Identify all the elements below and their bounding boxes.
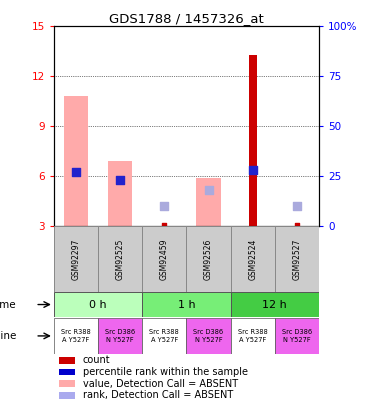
Bar [186,226,231,292]
Bar [186,318,231,354]
Text: GSM92459: GSM92459 [160,238,169,279]
Bar [231,292,319,317]
Text: Src R388
A Y527F: Src R388 A Y527F [150,329,179,343]
Point [161,203,167,209]
Text: GSM92527: GSM92527 [292,238,302,279]
Bar [196,178,221,226]
Point [250,167,256,173]
Bar [54,292,142,317]
Text: rank, Detection Call = ABSENT: rank, Detection Call = ABSENT [83,390,233,400]
Point [206,187,211,193]
Text: 12 h: 12 h [262,300,287,309]
Text: Src R388
A Y527F: Src R388 A Y527F [238,329,267,343]
Bar [108,161,132,226]
Text: count: count [83,355,111,365]
Text: GSM92524: GSM92524 [248,238,257,279]
Bar [231,226,275,292]
Bar [64,96,88,226]
Bar [275,226,319,292]
Point [117,177,123,183]
Text: GSM92297: GSM92297 [71,238,81,279]
Text: 0 h: 0 h [89,300,107,309]
Bar [231,318,275,354]
Text: value, Detection Call = ABSENT: value, Detection Call = ABSENT [83,379,238,388]
Bar [59,392,75,399]
Text: percentile rank within the sample: percentile rank within the sample [83,367,248,377]
Point [73,169,79,175]
Text: Src D386
N Y527F: Src D386 N Y527F [282,329,312,343]
Bar [59,357,75,364]
Text: GSM92525: GSM92525 [116,238,125,279]
Bar [142,292,231,317]
Bar [249,55,257,226]
Bar [54,226,98,292]
Bar [54,318,98,354]
Text: GSM92526: GSM92526 [204,238,213,279]
Text: Src R388
A Y527F: Src R388 A Y527F [61,329,91,343]
Text: Src D386
N Y527F: Src D386 N Y527F [105,329,135,343]
Bar [59,369,75,375]
Text: Src D386
N Y527F: Src D386 N Y527F [193,329,224,343]
Bar [59,380,75,387]
Title: GDS1788 / 1457326_at: GDS1788 / 1457326_at [109,12,264,25]
Point [161,222,167,228]
Point [294,203,300,209]
Point [294,222,300,228]
Text: 1 h: 1 h [178,300,195,309]
Bar [98,318,142,354]
Text: time: time [0,300,17,309]
Text: cell line: cell line [0,331,17,341]
Bar [142,318,186,354]
Bar [142,226,186,292]
Bar [98,226,142,292]
Bar [275,318,319,354]
